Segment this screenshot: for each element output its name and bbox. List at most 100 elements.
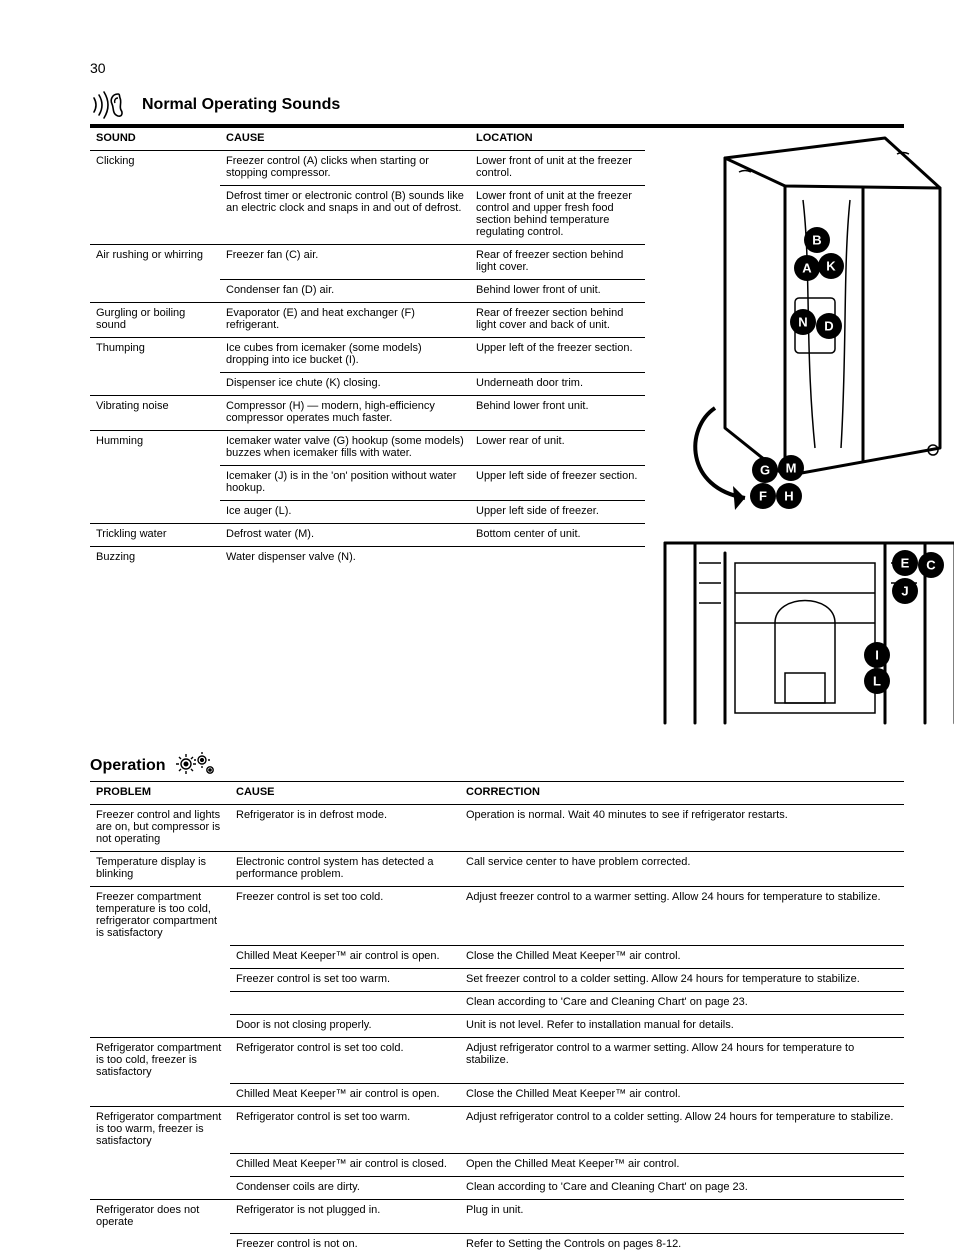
cell-cause: Freezer control is set too warm.: [230, 968, 460, 991]
cell-fix: Clean according to 'Care and Cleaning Ch…: [460, 1176, 904, 1199]
cell-fix: Adjust refrigerator control to a colder …: [460, 1107, 904, 1154]
cell-problem: [90, 945, 230, 968]
diagram-callout-label: B: [812, 233, 821, 248]
cell-cause: Door is not closing properly.: [230, 1014, 460, 1037]
cell-cause: Chilled Meat Keeper™ air control is clos…: [230, 1153, 460, 1176]
cell-loc: Rear of freezer section behind light cov…: [470, 245, 645, 280]
cell-cause: Refrigerator is not plugged in.: [230, 1199, 460, 1234]
cell-problem: [90, 1084, 230, 1107]
table-row: Icemaker (J) is in the 'on' position wit…: [90, 466, 645, 501]
cell-sound: [90, 466, 220, 501]
cell-cause: Freezer control is set too cold.: [230, 887, 460, 946]
operation-heading: Operation: [90, 750, 904, 781]
cell-cause: Freezer control (A) clicks when starting…: [220, 151, 470, 186]
table-row: Condenser coils are dirty.Clean accordin…: [90, 1176, 904, 1199]
cell-problem: Refrigerator does not operate: [90, 1199, 230, 1234]
fridge-diagram: BAKNDGMFH ECJIL: [655, 128, 954, 738]
table-row: Temperature display is blinkingElectroni…: [90, 852, 904, 887]
cell-cause: Chilled Meat Keeper™ air control is open…: [230, 1084, 460, 1107]
cell-fix: Adjust freezer control to a warmer setti…: [460, 887, 904, 946]
cell-problem: Refrigerator compartment is too warm, fr…: [90, 1107, 230, 1154]
cell-fix: Close the Chilled Meat Keeper™ air contr…: [460, 1084, 904, 1107]
diagram-callout-label: C: [926, 558, 936, 573]
cell-fix: Set freezer control to a colder setting.…: [460, 968, 904, 991]
cell-cause: Condenser coils are dirty.: [230, 1176, 460, 1199]
cell-problem: [90, 1176, 230, 1199]
cell-sound: Air rushing or whirring: [90, 245, 220, 280]
cell-fix: Operation is normal. Wait 40 minutes to …: [460, 805, 904, 852]
diagram-callout-label: A: [802, 261, 812, 276]
table-row: BuzzingWater dispenser valve (N).: [90, 547, 645, 570]
table-row: Chilled Meat Keeper™ air control is open…: [90, 1084, 904, 1107]
cell-fix: Close the Chilled Meat Keeper™ air contr…: [460, 945, 904, 968]
table-row: Freezer compartment temperature is too c…: [90, 887, 904, 946]
table-row: Refrigerator does not operateRefrigerato…: [90, 1199, 904, 1234]
col-cause: CAUSE: [230, 782, 460, 805]
cell-loc: Upper left side of freezer section.: [470, 466, 645, 501]
cell-cause: Condenser fan (D) air.: [220, 280, 470, 303]
cell-cause: Defrost timer or electronic control (B) …: [220, 186, 470, 245]
diagram-callout-label: F: [759, 489, 767, 504]
cell-sound: Buzzing: [90, 547, 220, 570]
ear-icon: [90, 90, 134, 120]
cell-cause: Freezer control is not on.: [230, 1234, 460, 1256]
table-row: Chilled Meat Keeper™ air control is open…: [90, 945, 904, 968]
cell-cause: Compressor (H) — modern, high-efficiency…: [220, 396, 470, 431]
cell-fix: Adjust refrigerator control to a warmer …: [460, 1037, 904, 1084]
cell-loc: Bottom center of unit.: [470, 524, 645, 547]
cell-cause: Refrigerator control is set too cold.: [230, 1037, 460, 1084]
table-row: ThumpingIce cubes from icemaker (some mo…: [90, 338, 645, 373]
cell-sound: Thumping: [90, 338, 220, 373]
cell-problem: [90, 968, 230, 991]
cell-problem: Temperature display is blinking: [90, 852, 230, 887]
operation-table: PROBLEM CAUSE CORRECTION Freezer control…: [90, 782, 904, 1256]
table-row: Freezer control and lights are on, but c…: [90, 805, 904, 852]
col-problem: PROBLEM: [90, 782, 230, 805]
cell-fix: Plug in unit.: [460, 1199, 904, 1234]
table-row: Condenser fan (D) air.Behind lower front…: [90, 280, 645, 303]
cell-cause: Water dispenser valve (N).: [220, 547, 470, 570]
diagram-callout-label: L: [873, 674, 881, 689]
cell-cause: Dispenser ice chute (K) closing.: [220, 373, 470, 396]
table-row: Vibrating noiseCompressor (H) — modern, …: [90, 396, 645, 431]
gears-icon: [174, 750, 218, 781]
cell-cause: Ice auger (L).: [220, 501, 470, 524]
cell-loc: Upper left of the freezer section.: [470, 338, 645, 373]
cell-problem: Freezer compartment temperature is too c…: [90, 887, 230, 946]
cell-sound: Clicking: [90, 151, 220, 186]
table-row: Air rushing or whirringFreezer fan (C) a…: [90, 245, 645, 280]
cell-cause: [230, 991, 460, 1014]
cell-cause: Refrigerator is in defrost mode.: [230, 805, 460, 852]
cell-loc: Underneath door trim.: [470, 373, 645, 396]
col-fix: CORRECTION: [460, 782, 904, 805]
cell-loc: [470, 547, 645, 570]
cell-cause: Icemaker water valve (G) hookup (some mo…: [220, 431, 470, 466]
sounds-heading: Normal Operating Sounds: [90, 90, 904, 120]
table-row: Dispenser ice chute (K) closing.Undernea…: [90, 373, 645, 396]
cell-loc: Rear of freezer section behind light cov…: [470, 303, 645, 338]
diagram-callout-label: E: [901, 556, 910, 571]
cell-cause: Ice cubes from icemaker (some models) dr…: [220, 338, 470, 373]
cell-problem: [90, 1014, 230, 1037]
table-row: Door is not closing properly.Unit is not…: [90, 1014, 904, 1037]
cell-fix: Unit is not level. Refer to installation…: [460, 1014, 904, 1037]
cell-sound: Gurgling or boiling sound: [90, 303, 220, 338]
cell-problem: [90, 1153, 230, 1176]
table-row: Refrigerator compartment is too cold, fr…: [90, 1037, 904, 1084]
table-row: Refrigerator compartment is too warm, fr…: [90, 1107, 904, 1154]
cell-sound: Vibrating noise: [90, 396, 220, 431]
cell-cause: Evaporator (E) and heat exchanger (F) re…: [220, 303, 470, 338]
cell-cause: Electronic control system has detected a…: [230, 852, 460, 887]
cell-loc: Upper left side of freezer.: [470, 501, 645, 524]
table-row: Gurgling or boiling soundEvaporator (E) …: [90, 303, 645, 338]
table-row: ClickingFreezer control (A) clicks when …: [90, 151, 645, 186]
cell-sound: Humming: [90, 431, 220, 466]
cell-sound: Trickling water: [90, 524, 220, 547]
cell-loc: Behind lower front of unit.: [470, 280, 645, 303]
cell-problem: [90, 991, 230, 1014]
table-row: Defrost timer or electronic control (B) …: [90, 186, 645, 245]
cell-fix: Call service center to have problem corr…: [460, 852, 904, 887]
cell-sound: [90, 373, 220, 396]
diagram-callout-label: I: [875, 648, 879, 663]
diagram-callout-label: G: [760, 463, 770, 478]
